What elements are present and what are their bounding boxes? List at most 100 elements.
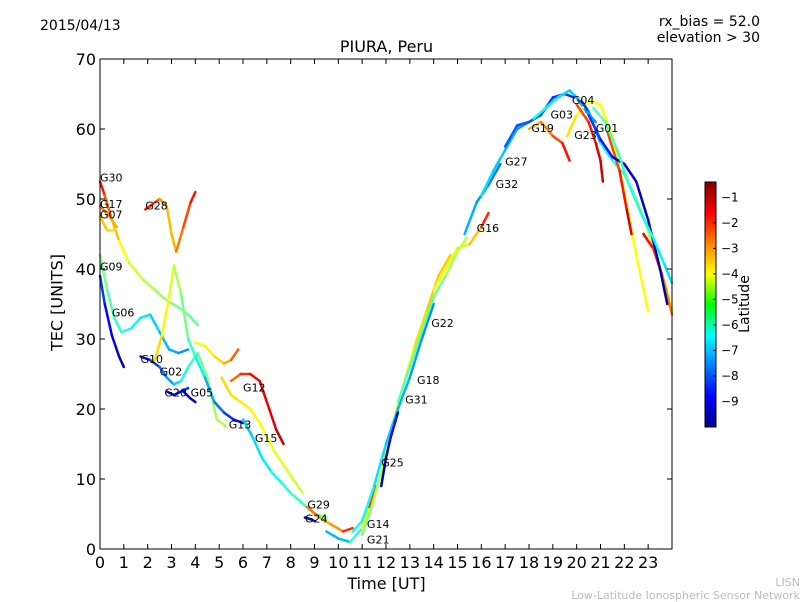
segment-g22-3: [432, 274, 447, 299]
x-tick-label: 7: [262, 553, 272, 572]
segment-g17-0: [98, 204, 111, 218]
segment-g16-3: [468, 225, 483, 246]
satellite-label-g23: G23: [574, 129, 597, 142]
colorbar-tick-label: −4: [721, 267, 739, 281]
segment-g05-0: [182, 390, 192, 400]
series-g20b: [587, 113, 669, 306]
segment-g19-0: [503, 124, 519, 148]
segment-g02-9: [222, 411, 235, 421]
satellite-label-g25: G25: [381, 456, 404, 469]
segment-g32-0: [463, 201, 478, 236]
segment-g18-6: [420, 302, 435, 341]
x-tick-label: 23: [638, 553, 658, 572]
segment-g15-2: [248, 372, 261, 383]
segment-g14-2: [329, 523, 345, 533]
segment-g29-3: [270, 470, 283, 484]
segment-g20b-4: [635, 180, 650, 222]
series-g03: [527, 120, 571, 162]
segment-g07b-0: [592, 106, 607, 124]
satellite-label-g16: G16: [477, 222, 500, 235]
series-g27: [480, 120, 531, 197]
segment-g11-0: [606, 131, 621, 173]
series-g26: [575, 103, 605, 183]
segment-g07-0: [98, 215, 109, 232]
segment-g10-9: [215, 418, 228, 428]
x-tick-label: 16: [471, 553, 491, 572]
series-layer: [98, 89, 674, 544]
segment-g25-7: [437, 253, 452, 278]
segment-g13-3: [248, 407, 261, 425]
footer-brand: LISN: [775, 576, 800, 589]
segment-g03-3: [561, 141, 571, 162]
segment-g18-2: [372, 442, 388, 488]
segment-g30-1: [103, 194, 114, 222]
segment-g16-2: [456, 243, 471, 250]
segment-g29-4: [279, 481, 292, 495]
segment-g09-0: [98, 253, 109, 292]
segment-g20b-0: [587, 113, 602, 141]
series-g07: [98, 215, 116, 232]
series-g16: [432, 211, 490, 292]
satellite-label-g22: G22: [431, 317, 454, 330]
segment-g31-2: [389, 411, 400, 439]
segment-g08-0: [642, 232, 655, 250]
segment-g27-1: [492, 148, 507, 173]
segment-g28-4: [170, 232, 178, 253]
y-tick-label: 50: [76, 190, 96, 209]
y-tick-label: 10: [76, 470, 96, 489]
y-tick-label: 20: [76, 400, 96, 419]
segment-g31-0: [379, 456, 388, 488]
series-g02: [153, 264, 245, 425]
satellite-label-g06: G06: [112, 307, 135, 320]
segment-g10-7: [196, 351, 209, 379]
segment-g09-5: [139, 313, 152, 320]
colorbar-tick-label: −8: [721, 369, 739, 383]
segment-g23-1: [575, 99, 590, 117]
rx-bias-label: rx_bias = 52.0: [658, 14, 760, 30]
segment-g25-0: [360, 505, 373, 537]
colorbar-tick-label: −9: [721, 394, 739, 408]
segment-g12-4: [229, 348, 240, 362]
series-g06: [98, 274, 126, 369]
segment-g02-5: [186, 337, 197, 358]
segment-g28-2: [158, 197, 168, 208]
segment-g28-0: [144, 201, 157, 211]
segment-g13-1: [229, 393, 242, 404]
segment-g10-0: [139, 355, 152, 362]
colorbar-tick-label: −1: [721, 190, 739, 204]
segment-g09-2: [113, 316, 123, 334]
series-g21: [325, 484, 378, 544]
x-tick-label: 12: [376, 553, 396, 572]
segment-g02-3: [172, 264, 183, 295]
series-g15: [229, 372, 285, 446]
segment-g21-2: [349, 526, 364, 544]
segment-g13-7: [282, 463, 295, 481]
series-g20: [165, 386, 190, 397]
segment-g01-0: [580, 99, 590, 113]
satellite-label-g12: G12: [243, 382, 266, 395]
segment-g30-5: [141, 278, 157, 292]
segment-g11-2: [625, 208, 633, 236]
segment-g18-3: [384, 407, 400, 446]
segment-g25-1: [370, 470, 383, 509]
segment-g13-0: [220, 376, 233, 397]
x-tick-label: 4: [190, 553, 200, 572]
series-g14: [306, 505, 354, 533]
segment-g13-2: [239, 400, 252, 411]
segment-g28-3: [165, 204, 173, 236]
segment-g20b-6: [658, 267, 669, 306]
segment-g15-3: [258, 379, 271, 411]
segment-g02-4: [179, 292, 190, 341]
colorbar: [704, 181, 717, 428]
segment-g16-4: [480, 211, 490, 229]
segment-g02-6: [194, 355, 207, 379]
satellite-label-g21: G21: [367, 533, 390, 546]
satellite-label-g19: G19: [531, 122, 554, 135]
satellite-label-g03: G03: [550, 109, 573, 122]
segment-g12-1: [203, 344, 216, 358]
series-g28: [144, 190, 197, 253]
series-g31: [379, 411, 400, 488]
date-label: 2015/04/13: [40, 18, 121, 34]
series-g12: [194, 341, 240, 365]
